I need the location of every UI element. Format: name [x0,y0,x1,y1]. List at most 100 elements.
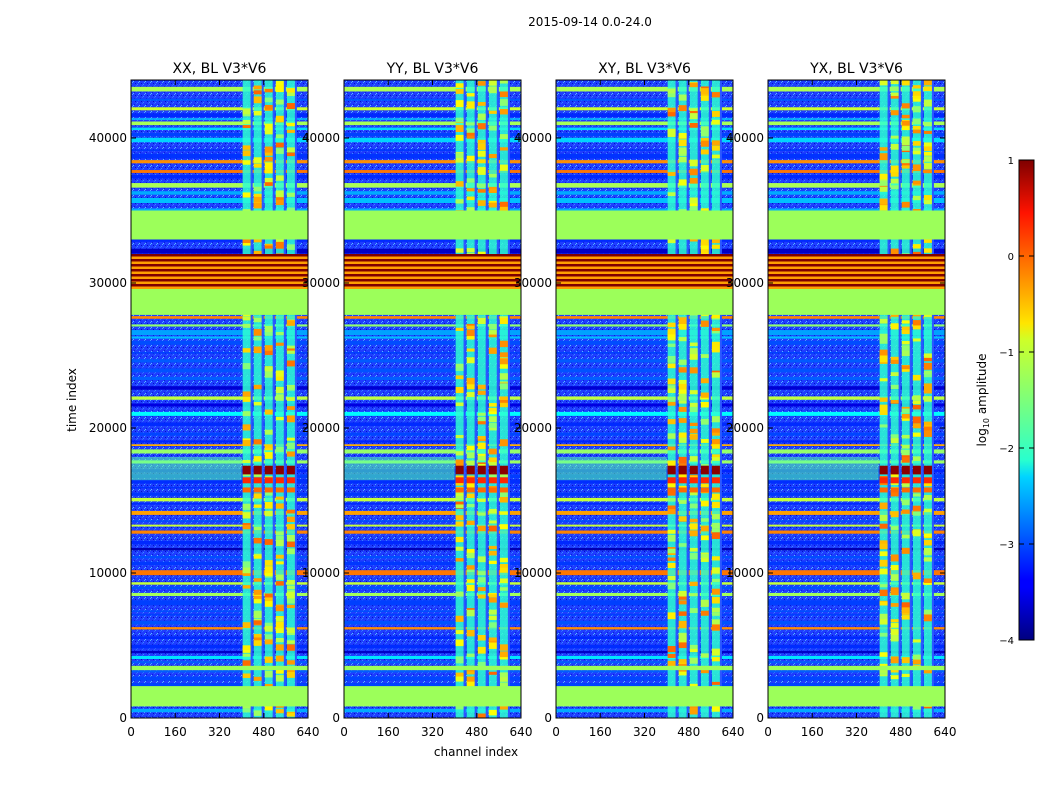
heatmap-row [131,492,308,496]
heatmap-row [131,330,308,336]
channel-cell [242,653,251,657]
channel-cell [477,81,486,86]
heatmap-row [556,492,733,496]
channel-cell [901,434,910,439]
channel-cell [242,125,251,129]
flagged-row [131,286,308,289]
channel-cell [912,325,921,330]
heatmap-row [556,636,733,640]
channel-cell [286,660,295,665]
channel-cell [901,80,910,86]
channel-cell [286,509,295,514]
channel-cell [286,152,295,157]
flagged-band [556,665,733,671]
event-peak [264,465,273,475]
colorbar-tick-label: 1 [1008,156,1014,167]
channel-cell [466,128,475,133]
heatmap-row [344,237,521,242]
flagged-row [344,286,521,289]
channel-cell [264,371,273,378]
channel-cell [689,159,698,167]
channel-cell [689,608,698,614]
flagged-row [768,261,945,264]
channel-cell [689,237,698,242]
panel: YY, BL V3*V6 0 160 320 480 640 0 10000 20000 3000… [302,61,533,739]
event-peak [477,487,486,493]
heatmap-row [344,449,521,454]
heatmap-row [344,359,521,363]
channel-cell [275,394,284,401]
heatmap-row [344,610,521,612]
channel-cell [678,474,687,478]
channel-cell [700,610,709,616]
channel-cell [286,640,295,644]
heatmap-row [768,497,945,502]
flagged-band [556,285,733,315]
heatmap-row [556,449,733,454]
channel-gap [250,80,253,718]
heatmap-row [768,149,945,151]
channel-cell [466,669,475,675]
heatmap-row [344,137,521,143]
event-peak [667,487,676,493]
heatmap-row [768,561,945,566]
channel-cell [488,597,497,603]
heatmap-row [556,708,733,713]
heatmap-row [344,107,521,111]
channel-column [455,80,464,718]
y-tick-label: 10000 [726,566,764,580]
channel-cell [689,108,698,113]
channel-cell [678,156,687,163]
event-peak [678,477,687,484]
heatmap-row [344,422,521,426]
colorbar: −4 −3 −2 −1 0 1 log10 amplitude [975,156,1035,647]
channel-cell [879,502,888,510]
channel-cell [700,525,709,532]
channel-cell [879,559,888,567]
channel-cell [477,159,486,164]
channel-cell [455,88,464,94]
channel-cell [711,501,720,508]
heatmap-row [131,670,308,673]
heatmap-row [344,121,521,126]
channel-cell [711,327,720,331]
channel-cell [901,602,910,608]
heatmap-row [768,610,945,612]
channel-cell [455,459,464,467]
x-tick-label: 0 [127,725,135,739]
channel-cell [286,88,295,93]
channel-cell [678,633,687,641]
channel-cell [923,130,932,134]
heatmap-row [344,683,521,688]
heatmap-row [768,121,945,126]
channel-cell [286,534,295,542]
flagged-row [131,261,308,264]
channel-cell [678,543,687,547]
flagged-row [344,276,521,279]
flagged-row [556,264,733,267]
channel-cell [242,108,251,115]
heatmap-row [768,613,945,616]
heatmap-row [344,133,521,137]
figure-suptitle: 2015-09-14 0.0-24.0 [528,15,652,29]
channel-cell [264,129,273,135]
heatmap-row [556,661,733,664]
flagged-band [768,686,945,707]
flagged-row [556,256,733,259]
channel-cell [890,356,899,363]
channel-cell [879,339,888,344]
heatmap-row [556,359,733,363]
flagged-row [344,269,521,272]
channel-column [477,80,486,718]
event-peak [667,477,676,484]
channel-cell [689,82,698,88]
channel-cell [711,92,720,98]
channel-cell [286,384,295,389]
channel-cell [242,426,251,431]
channel-cell [275,675,284,682]
channel-cell [901,114,910,119]
channel-cell [700,553,709,558]
event-peak [264,477,273,484]
channel-gap [261,80,264,718]
channel-cell [667,328,676,335]
